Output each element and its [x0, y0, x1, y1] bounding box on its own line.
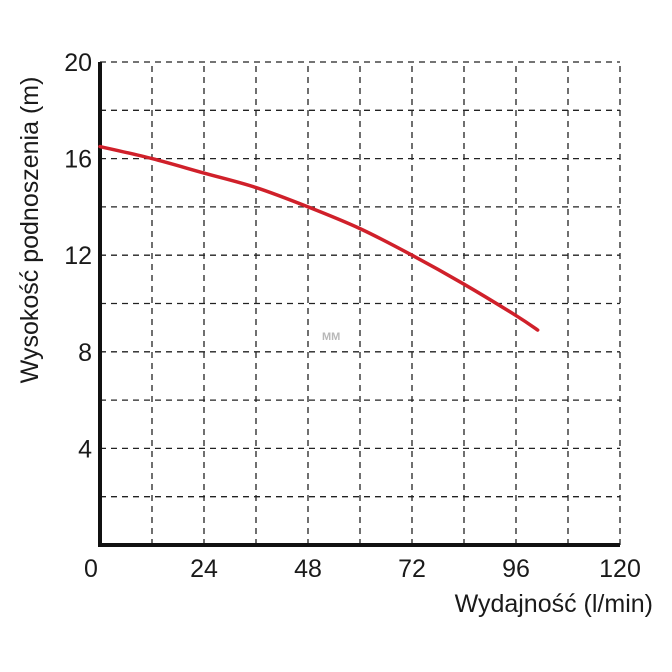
grid-lines — [100, 61, 621, 545]
watermark: MM — [322, 331, 340, 343]
y-tick-label: 4 — [78, 435, 92, 463]
y-tick-label: 20 — [64, 49, 92, 77]
x-tick-label: 120 — [599, 555, 641, 583]
y-tick-label: 16 — [64, 146, 92, 174]
x-axis-label: Wydajność (l/min) — [455, 590, 653, 618]
y-axis-label: Wysokość podnoszenia (m) — [16, 77, 44, 384]
x-tick-label: 96 — [502, 555, 530, 583]
x-tick-label: 72 — [398, 555, 426, 583]
series-line-0 — [98, 144, 540, 332]
x-tick-label: 24 — [190, 555, 218, 583]
y-tick-label: 12 — [64, 242, 92, 270]
series-group — [98, 144, 540, 332]
y-tick-label: 8 — [78, 339, 92, 367]
x-tick-label: 0 — [84, 555, 98, 583]
axes — [98, 62, 620, 547]
x-tick-label: 48 — [294, 555, 322, 583]
